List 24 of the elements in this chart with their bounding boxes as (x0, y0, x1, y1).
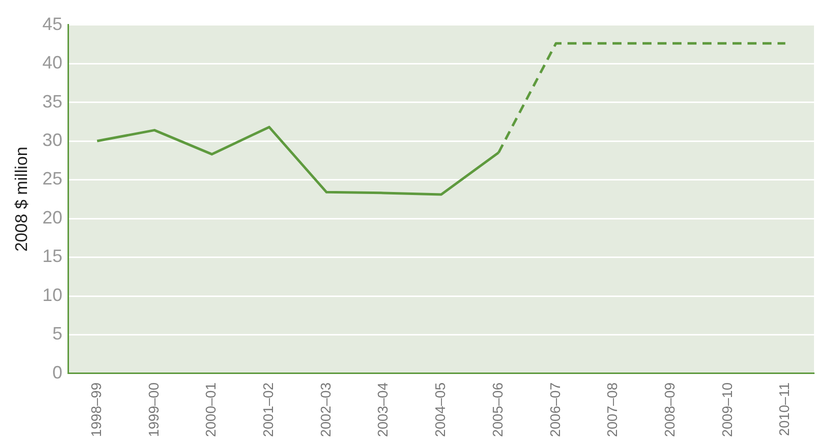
y-tick-label: 10 (42, 284, 62, 305)
y-tick-label: 0 (52, 362, 62, 382)
x-tick-label: 2006–07 (546, 382, 563, 438)
y-axis-title: 2008 $ million (12, 146, 31, 252)
x-tick-label: 2001–02 (260, 382, 276, 438)
y-tick-label: 5 (52, 324, 62, 344)
y-tick-label: 35 (42, 91, 62, 112)
y-tick-label: 45 (42, 14, 62, 34)
x-tick-label: 2007–08 (604, 382, 620, 438)
x-tick-label: 2010–11 (776, 382, 792, 436)
x-tick-label: 1998–99 (88, 382, 104, 438)
x-tick-label: 2002–03 (317, 382, 334, 438)
x-tick-label: 2009–10 (718, 382, 735, 438)
x-tick-label: 2004–05 (432, 382, 448, 438)
y-tick-label: 20 (42, 207, 62, 228)
x-tick-label: 2003–04 (374, 382, 391, 438)
y-tick-label: 15 (42, 246, 62, 266)
x-tick-label: 2000–01 (202, 382, 219, 438)
y-tick-label: 30 (42, 130, 62, 150)
y-tick-label: 25 (42, 168, 62, 189)
x-tick-label: 2005–06 (489, 382, 506, 438)
x-tick-label: 1999–00 (145, 382, 162, 438)
y-tick-label: 40 (42, 52, 62, 73)
x-tick-label: 2008–09 (661, 382, 678, 438)
